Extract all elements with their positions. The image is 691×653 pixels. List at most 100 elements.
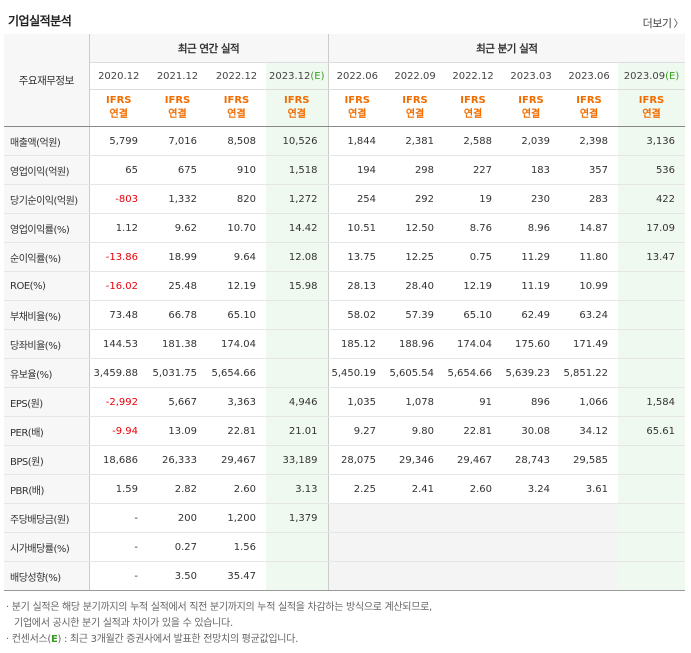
value-cell: 5,450.19 [328, 358, 387, 388]
value-cell [266, 561, 329, 591]
value-cell: 5,851.22 [560, 358, 619, 388]
table-row: PER(배) -9.94 13.09 22.81 21.01 9.27 9.80 22.81 3… [4, 416, 686, 446]
ifrs-header: IFRS 연결 [207, 89, 266, 127]
table-row: 당좌비율(%) 144.53 181.38 174.04 185.12 188.96 174… [4, 329, 686, 359]
value-cell: 14.42 [266, 213, 329, 243]
value-cell: 675 [148, 155, 207, 185]
table-row: EPS(원) -2,992 5,667 3,363 4,946 1,035 1,078 91 8… [4, 387, 686, 417]
value-cell: 28,075 [328, 445, 387, 475]
value-cell [328, 503, 387, 533]
value-cell [502, 561, 561, 591]
value-cell: 10.51 [328, 213, 387, 243]
value-cell: 1,272 [266, 184, 329, 214]
value-cell: 5,654.66 [444, 358, 503, 388]
value-cell: 175.60 [502, 329, 561, 359]
value-cell [444, 561, 503, 591]
value-cell [618, 358, 686, 388]
value-cell: 536 [618, 155, 686, 185]
value-cell: 13.75 [328, 242, 387, 272]
value-cell: 10,526 [266, 126, 329, 156]
value-cell: 185.12 [328, 329, 387, 359]
value-cell: 65.61 [618, 416, 686, 446]
table-row: 배당성향(%) -3.50 35.47 [4, 561, 686, 591]
value-cell: 1,584 [618, 387, 686, 417]
row-label: 당기순이익(억원) [4, 184, 90, 214]
value-cell: 18.99 [148, 242, 207, 272]
financial-table: 주요재무정보 최근 연간 실적 최근 분기 실적 2020.12 2021.12 2… [4, 34, 686, 591]
value-cell [444, 503, 503, 533]
row-label: 매출액(억원) [4, 126, 90, 156]
value-cell: 30.08 [502, 416, 561, 446]
value-cell [386, 503, 445, 533]
period-header: 2023.03 [502, 62, 561, 90]
value-cell: 11.80 [560, 242, 619, 272]
value-cell: 65 [89, 155, 148, 185]
value-cell: 3,363 [207, 387, 266, 417]
table-row: ROE(%) -16.02 25.48 12.19 15.98 28.13 28.40 12.… [4, 271, 686, 301]
value-cell: 2,039 [502, 126, 561, 156]
value-cell: 2.60 [207, 474, 266, 504]
value-cell: 1,332 [148, 184, 207, 214]
section-title: 기업실적분석 [8, 14, 72, 28]
value-cell: 298 [386, 155, 445, 185]
value-cell: 292 [386, 184, 445, 214]
period-header: 2021.12 [148, 62, 207, 90]
value-cell: 9.80 [386, 416, 445, 446]
value-cell: -9.94 [89, 416, 148, 446]
value-cell: 3,459.88 [89, 358, 148, 388]
table-row: 시가배당률(%) -0.27 1.56 [4, 532, 686, 562]
value-cell: -803 [89, 184, 148, 214]
value-cell: 91 [444, 387, 503, 417]
value-cell [328, 561, 387, 591]
row-label: 부채비율(%) [4, 300, 90, 330]
value-cell [328, 532, 387, 562]
value-cell: 1,518 [266, 155, 329, 185]
value-cell [444, 532, 503, 562]
value-cell: 8.76 [444, 213, 503, 243]
value-cell: 28,743 [502, 445, 561, 475]
row-label: 시가배당률(%) [4, 532, 90, 562]
value-cell: 5,667 [148, 387, 207, 417]
row-label: 영업이익률(%) [4, 213, 90, 243]
ifrs-header: IFRS 연결 [502, 89, 561, 127]
more-label[interactable]: 더보기 [642, 17, 672, 30]
value-cell: 28.40 [386, 271, 445, 301]
more-link[interactable]: 더보기 〉 [642, 15, 684, 31]
value-cell: 11.29 [502, 242, 561, 272]
value-cell: 5,605.54 [386, 358, 445, 388]
value-cell: 227 [444, 155, 503, 185]
value-cell: 63.24 [560, 300, 619, 330]
ifrs-header: IFRS 연결 [89, 89, 148, 127]
table-row: 매출액(억원) 5,799 7,016 8,508 10,526 1,844 2,381 2,… [4, 126, 686, 156]
table-row: 부채비율(%) 73.48 66.78 65.10 58.02 57.39 65.10 62.… [4, 300, 686, 330]
footnote-1-cont: 기업에서 공시한 분기 실적과 차이가 있을 수 있습니다. [14, 618, 233, 629]
value-cell: 22.81 [207, 416, 266, 446]
value-cell: 1,035 [328, 387, 387, 417]
value-cell: 422 [618, 184, 686, 214]
table-row: BPS(원) 18,686 26,333 29,467 33,189 28,075 29,3… [4, 445, 686, 475]
value-cell: 2.41 [386, 474, 445, 504]
value-cell: 8,508 [207, 126, 266, 156]
value-cell: 2,398 [560, 126, 619, 156]
value-cell: 1.56 [207, 532, 266, 562]
footnotes: · 분기 실적은 해당 분기까지의 누적 실적에서 직전 분기까지의 누적 실적… [6, 600, 432, 648]
value-cell: 28.13 [328, 271, 387, 301]
row-label: 당좌비율(%) [4, 329, 90, 359]
value-cell: 12.19 [444, 271, 503, 301]
table-row: 영업이익률(%) 1.12 9.62 10.70 14.42 10.51 12.50 8.76… [4, 213, 686, 243]
row-label: 주당배당금(원) [4, 503, 90, 533]
value-cell: 8.96 [502, 213, 561, 243]
value-cell: 12.19 [207, 271, 266, 301]
value-cell: 58.02 [328, 300, 387, 330]
row-label: PBR(배) [4, 474, 90, 504]
value-cell: 14.87 [560, 213, 619, 243]
table-row: 주당배당금(원) -200 1,200 1,379 [4, 503, 686, 533]
ifrs-header: IFRS 연결 [386, 89, 445, 127]
row-label: 배당성향(%) [4, 561, 90, 591]
chevron-right-icon[interactable]: 〉 [673, 19, 684, 30]
row-label: EPS(원) [4, 387, 90, 417]
value-cell: 5,639.23 [502, 358, 561, 388]
period-header: 2022.12 [444, 62, 503, 90]
value-cell: -13.86 [89, 242, 148, 272]
period-header: 2020.12 [89, 62, 148, 90]
